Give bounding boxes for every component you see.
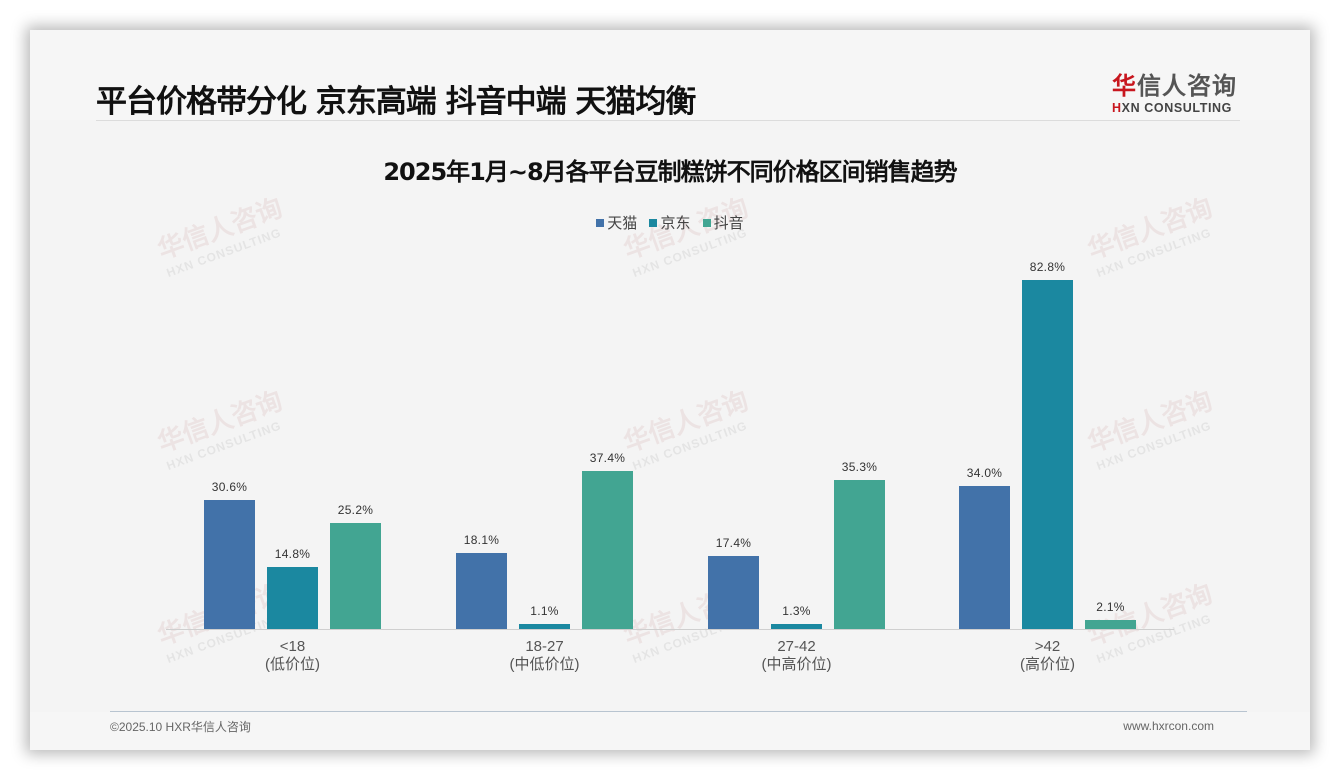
data-label: 2.1% [1096, 600, 1125, 615]
data-label: 25.2% [337, 502, 374, 517]
page-title: 平台价格带分化 京东高端 抖音中端 天猫均衡 [96, 84, 696, 120]
watermark-en: HXN CONSULTING [1094, 418, 1214, 473]
data-label: 1.1% [530, 604, 559, 619]
category-tier: (中高价位) [761, 656, 832, 673]
data-label: 18.1% [463, 532, 500, 547]
category-tier: (高价位) [1020, 656, 1075, 673]
bar[interactable] [708, 555, 759, 629]
x-axis-category-label: 18-27 (中低价位) [465, 638, 625, 674]
watermark-cn: 华信人咨询 [1084, 386, 1217, 459]
footer-band [30, 712, 1310, 750]
footer-website: www.hxrcon.com [1123, 719, 1214, 733]
bar[interactable] [582, 471, 633, 629]
data-label: 35.3% [841, 460, 878, 475]
data-label: 82.8% [1029, 259, 1066, 274]
watermark-en: HXN CONSULTING [630, 418, 750, 473]
bar[interactable] [267, 566, 318, 629]
data-label: 30.6% [211, 480, 248, 495]
category-tier: (中低价位) [509, 656, 580, 673]
legend-label: 天猫 [607, 215, 638, 232]
legend-swatch-icon [596, 219, 605, 227]
data-label: 34.0% [966, 465, 1003, 480]
watermark-cn: 华信人咨询 [154, 386, 287, 459]
bar[interactable] [330, 522, 381, 629]
legend-swatch-icon [702, 219, 711, 227]
bar[interactable] [456, 552, 507, 629]
category-range: 27-42 [777, 638, 816, 655]
bar[interactable] [1085, 620, 1136, 629]
footer-copyright: ©2025.10 HXR华信人咨询 [110, 720, 251, 734]
legend-label: 京东 [660, 215, 691, 232]
bar[interactable] [519, 624, 570, 629]
x-axis-line [166, 629, 1174, 630]
logo: 华信人咨询 HXN CONSULTING [1112, 66, 1242, 115]
legend-item-tianmao[interactable]: 天猫 [596, 212, 637, 233]
slide: 平台价格带分化 京东高端 抖音中端 天猫均衡 华信人咨询 HXN CONSULT… [30, 30, 1310, 750]
logo-cn: 华信人咨询 [1112, 66, 1242, 101]
x-axis-category-label: 27-42 (中高价位) [717, 638, 877, 674]
watermark-cn: 华信人咨询 [620, 386, 753, 459]
chart-legend: 天猫 京东 抖音 [30, 212, 1310, 233]
legend-item-jingdong[interactable]: 京东 [649, 212, 691, 233]
legend-label: 抖音 [713, 215, 744, 232]
logo-en: HXN CONSULTING [1112, 101, 1242, 115]
category-tier: (低价位) [265, 656, 320, 673]
chart-title: 2025年1月~8月各平台豆制糕饼不同价格区间销售趋势 [383, 158, 957, 186]
category-range: >42 [1034, 638, 1061, 655]
bar[interactable] [1022, 279, 1073, 629]
header-band [30, 30, 1310, 120]
data-label: 14.8% [274, 546, 311, 561]
category-range: <18 [279, 638, 306, 655]
bar[interactable] [771, 623, 822, 629]
legend-item-douyin[interactable]: 抖音 [702, 212, 744, 233]
data-label: 37.4% [589, 451, 626, 466]
data-label: 17.4% [715, 535, 752, 550]
logo-en-text: XN CONSULTING [1121, 101, 1232, 115]
logo-en-accent: H [1112, 101, 1122, 115]
bar[interactable] [204, 500, 255, 629]
header-divider [96, 120, 1240, 121]
bar[interactable] [834, 480, 885, 629]
x-axis-category-label: >42 (高价位) [968, 638, 1128, 674]
legend-swatch-icon [649, 219, 658, 227]
data-label: 1.3% [782, 603, 811, 618]
bar[interactable] [959, 485, 1010, 629]
logo-cn-text: 信人咨询 [1137, 72, 1237, 100]
x-axis-category-label: <18 (低价位) [213, 638, 373, 674]
watermark-en: HXN CONSULTING [164, 418, 284, 473]
footer-divider [110, 711, 1247, 712]
category-range: 18-27 [525, 638, 564, 655]
logo-cn-accent: 华 [1112, 72, 1137, 100]
